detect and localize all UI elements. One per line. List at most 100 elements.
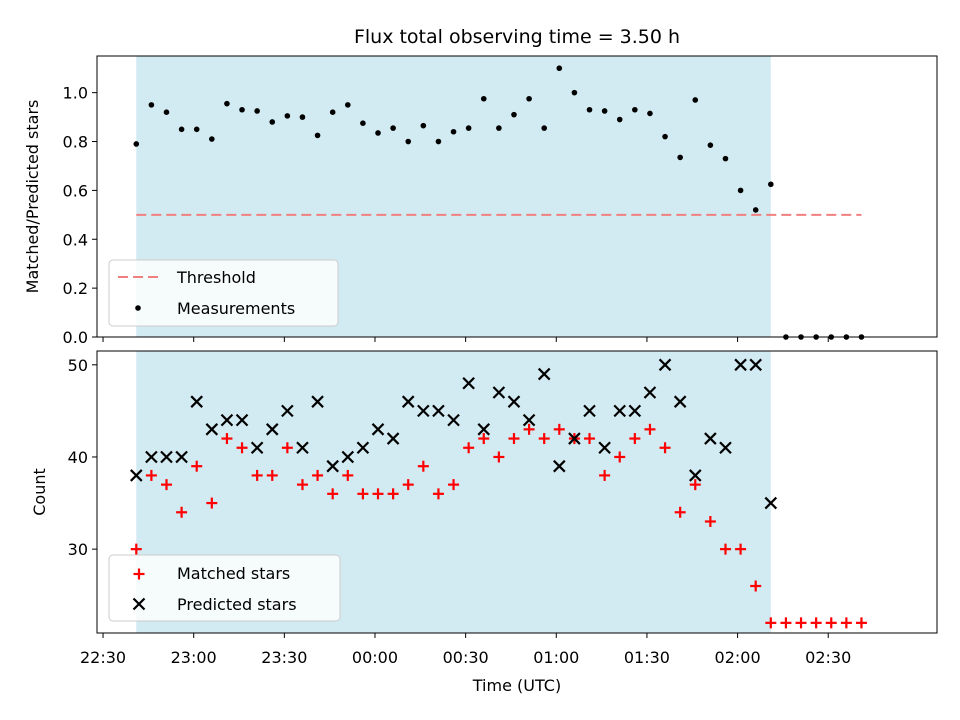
legend-predicted-label: Predicted stars	[177, 595, 297, 614]
measurement-point	[692, 97, 699, 103]
top-y-tick-label: 0.2	[63, 279, 88, 298]
legend-plus-marker	[133, 568, 145, 580]
measurement-point	[405, 138, 412, 145]
cross-stroke-b	[673, 395, 687, 408]
measurement-point	[541, 125, 547, 131]
measurement-point	[390, 125, 396, 131]
measurement-points	[133, 65, 865, 340]
measurement-point	[496, 125, 502, 131]
matched-star-point	[448, 479, 460, 491]
measurement-point	[601, 108, 608, 114]
cross-stroke-b	[704, 432, 717, 445]
measurement-point	[193, 126, 200, 133]
bottom-axes-frame	[96, 350, 938, 634]
top-y-tick-label: 0.4	[63, 230, 88, 249]
matched-star-point	[689, 479, 701, 491]
matched-star-point	[251, 469, 263, 481]
matched-star-point	[432, 488, 444, 500]
matched-star-point	[296, 479, 308, 491]
measurement-point	[133, 141, 140, 147]
matched-star-point	[840, 617, 852, 629]
matched-star-point	[538, 433, 550, 445]
top-y-axis-label: Matched/Predicted stars	[23, 100, 42, 294]
predicted-star-point	[281, 404, 294, 418]
legend-cross-marker	[132, 597, 146, 611]
predicted-star-point	[296, 441, 309, 455]
legend-predicted-swatch	[132, 597, 146, 611]
predicted-star-point	[628, 404, 642, 418]
cross-stroke-b	[568, 432, 581, 445]
predicted-star-point	[371, 423, 385, 436]
predicted-star-point	[568, 432, 581, 445]
cross-stroke-b	[386, 432, 400, 445]
x-axis-label: Time (UTC)	[472, 676, 561, 695]
matched-star-point	[553, 423, 565, 435]
matched-star-point	[221, 433, 233, 445]
predicted-star-point	[326, 459, 339, 473]
predicted-star-point	[719, 441, 732, 455]
legend-measurements-label: Measurements	[177, 299, 295, 318]
cross-stroke-b	[326, 459, 339, 473]
x-tick-label: 01:00	[533, 648, 579, 667]
cross-stroke-b	[220, 413, 234, 427]
measurement-point	[662, 133, 668, 140]
matched-star-point	[312, 469, 324, 481]
predicted-star-point	[477, 423, 491, 436]
matched-star-point	[145, 469, 157, 481]
matched-star-point	[599, 469, 611, 481]
legend-measurement-swatch	[135, 305, 141, 311]
cross-stroke-b	[492, 386, 506, 399]
predicted-star-point	[749, 358, 762, 372]
predicted-star-point	[417, 404, 430, 418]
top-legend-box	[108, 259, 339, 327]
cross-stroke-b	[130, 469, 143, 482]
matched-star-point	[614, 451, 626, 463]
matched-star-point	[463, 442, 475, 454]
matched-star-point	[176, 506, 188, 518]
matched-star-point	[719, 543, 731, 555]
matched-star-point	[750, 580, 762, 592]
chart-title: Flux total observing time = 3.50 h	[354, 26, 680, 48]
measurement-point	[148, 102, 155, 108]
cross-stroke-b	[462, 376, 475, 390]
measurement-point	[254, 108, 260, 114]
cross-stroke-b	[537, 367, 551, 381]
cross-stroke-b	[522, 413, 536, 427]
predicted-star-point	[553, 459, 566, 473]
measurement-point	[465, 125, 472, 131]
cross-stroke-b	[583, 404, 596, 418]
measurement-point	[556, 65, 563, 72]
measurement-point	[239, 106, 245, 113]
legend-matched-label: Matched stars	[177, 564, 290, 583]
measurement-point	[707, 142, 714, 148]
cross-stroke-b	[160, 450, 173, 464]
predicted-star-point	[583, 404, 596, 418]
predicted-star-point	[205, 423, 219, 436]
predicted-star-point	[447, 413, 460, 427]
matched-star-point	[584, 433, 596, 445]
measurement-point	[314, 132, 321, 139]
measurement-point	[299, 114, 306, 120]
matched-star-point	[508, 433, 520, 445]
top-y-tick-label: 0.0	[63, 328, 88, 347]
top-x-ticks	[102, 337, 829, 342]
x-tick-label: 22:30	[80, 648, 126, 667]
cross-stroke-b	[175, 450, 188, 464]
measurement-point	[480, 95, 487, 102]
matched-star-point	[735, 543, 747, 555]
matched-star-point	[629, 433, 641, 445]
measurement-point	[269, 119, 276, 125]
top-legend: Threshold Measurements	[108, 259, 339, 327]
matched-star-point	[160, 479, 172, 491]
predicted-star-point	[462, 376, 475, 390]
cross-stroke-b	[477, 423, 491, 436]
cross-stroke-b	[401, 395, 415, 408]
cross-stroke-b	[764, 496, 778, 510]
matched-star-point	[417, 460, 429, 472]
predicted-star-point	[643, 386, 657, 399]
predicted-star-point	[175, 450, 188, 464]
matched-star-point	[191, 460, 203, 472]
top-y-tick-label: 1.0	[63, 84, 88, 103]
cross-stroke-b	[281, 404, 294, 418]
